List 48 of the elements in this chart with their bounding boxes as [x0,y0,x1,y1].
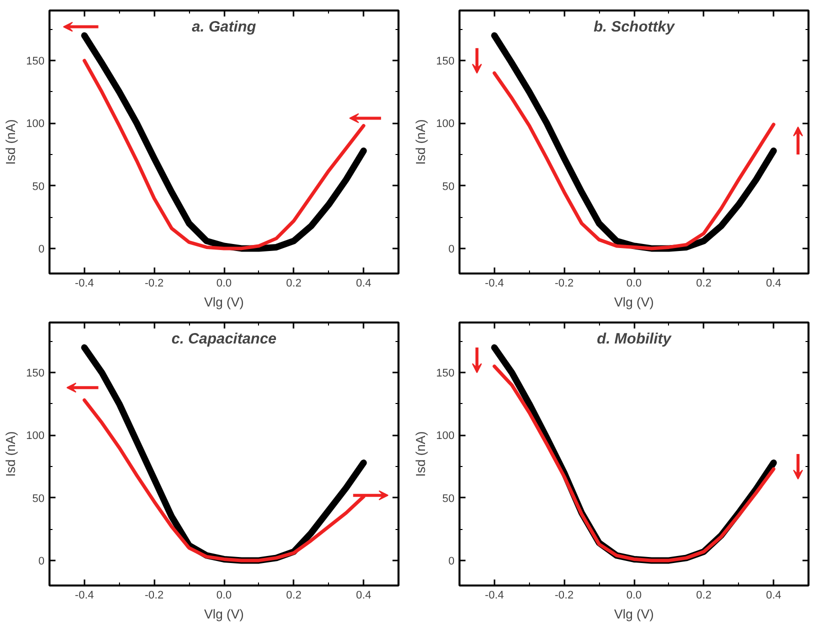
y-tick-label: 50 [32,180,45,193]
x-axis-title: Vlg (V) [614,294,654,310]
text: c. Capacitance [171,330,277,348]
x-tick-label: 0.2 [696,590,712,602]
x-tick-label: -0.2 [554,278,574,290]
x-tick-label: -0.4 [484,278,504,290]
x-tick-label: 0.4 [766,278,782,290]
x-tick-label: -0.2 [144,590,164,602]
x-tick-label: -0.4 [484,590,504,602]
x-tick-label: -0.4 [74,590,94,602]
x-tick-label: 0.0 [626,590,642,602]
x-tick-label: -0.2 [554,590,574,602]
y-tick-label: 100 [436,430,455,442]
x-axis-title: Vlg (V) [204,294,244,310]
x-tick-label: 0.2 [696,278,712,290]
y-tick-label: 150 [436,56,455,68]
text: a. Gating [192,18,256,36]
y-axis-title: Isd (nA) [413,119,428,165]
x-tick-label: 0.4 [766,590,782,602]
y-tick-label: 0 [38,555,45,568]
text: b. Schottky [594,18,676,36]
x-tick-label: 0.2 [286,278,302,290]
y-tick-label: 100 [26,430,45,442]
y-tick-label: 50 [32,492,45,505]
y-tick-label: 150 [26,368,45,380]
x-tick-label: 0.0 [626,278,642,290]
y-tick-label: 100 [26,118,45,130]
y-tick-label: 0 [448,555,455,568]
x-axis-title: Vlg (V) [614,606,654,622]
y-tick-label: 0 [448,243,455,256]
x-axis-title: Vlg (V) [204,606,244,622]
x-tick-label: 0.0 [216,590,232,602]
x-tick-label: 0.4 [356,278,372,290]
y-tick-label: 0 [38,243,45,256]
x-tick-label: -0.4 [74,278,94,290]
y-tick-label: 50 [442,180,455,193]
x-tick-label: -0.2 [144,278,164,290]
y-tick-label: 100 [436,118,455,130]
y-tick-label: 50 [442,492,455,505]
x-tick-label: 0.4 [356,590,372,602]
y-axis-title: Isd (nA) [413,431,428,477]
y-tick-label: 150 [436,368,455,380]
y-axis-title: Isd (nA) [3,431,18,477]
y-axis-title: Isd (nA) [3,119,18,165]
x-tick-label: 0.0 [216,278,232,290]
text: d. Mobility [596,330,672,348]
y-tick-label: 150 [26,56,45,68]
x-tick-label: 0.2 [286,590,302,602]
